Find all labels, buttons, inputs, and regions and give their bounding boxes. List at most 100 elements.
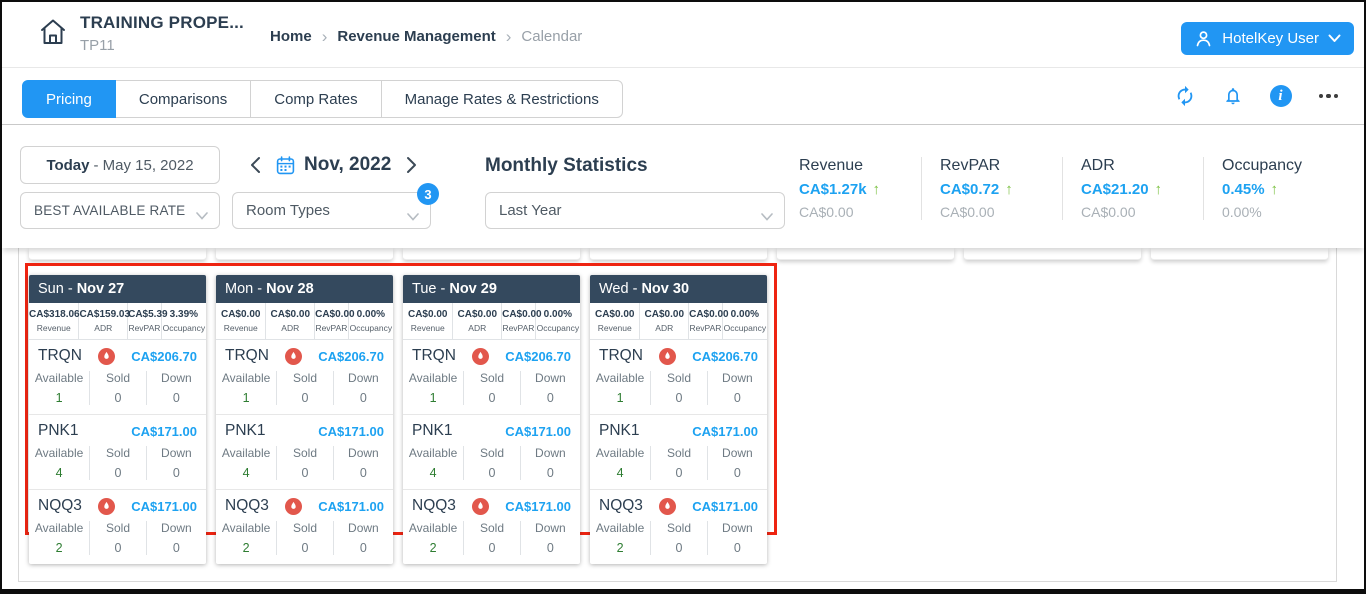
room-metric: Down 0 (519, 521, 580, 555)
room-row[interactable]: PNK1 CA$171.00 Available 4 Sold 0 Down 0 (590, 414, 767, 489)
info-icon[interactable]: i (1269, 85, 1292, 107)
room-rate[interactable]: CA$206.70 (131, 348, 197, 364)
more-options-icon[interactable] (1318, 93, 1338, 99)
room-metric-value: 2 (55, 541, 63, 555)
room-metric-label: Available (221, 371, 271, 385)
room-row[interactable]: PNK1 CA$171.00 Available 4 Sold 0 Down 0 (403, 414, 580, 489)
room-metric-value: 0 (546, 541, 554, 555)
room-code: PNK1 (225, 422, 266, 439)
home-icon[interactable] (38, 17, 68, 52)
room-metric: Sold 0 (276, 521, 333, 555)
room-code: PNK1 (38, 422, 79, 439)
room-metric: Sold 0 (276, 446, 333, 480)
room-rate[interactable]: CA$171.00 (318, 423, 384, 439)
room-rate[interactable]: CA$171.00 (505, 498, 571, 514)
rate-alert-icon (98, 347, 116, 365)
room-rate[interactable]: CA$171.00 (505, 423, 571, 439)
day-card-nov-30: Wed - Nov 30 CA$0.00 Revenue CA$0.00 ADR… (590, 275, 767, 564)
stat-compare: CA$0.00 (1081, 204, 1136, 220)
monthly-stat: Occupancy 0.45% ↑ 0.00% (1203, 157, 1344, 220)
day-stat-label: RevPAR (128, 323, 161, 333)
next-month-icon[interactable] (404, 154, 419, 176)
room-cols: Available 2 Sold 0 Down 0 (216, 521, 393, 555)
day-stat-label: ADR (94, 323, 113, 333)
room-types-select[interactable]: Room Types 3 (232, 183, 439, 229)
room-metric-value: 0 (114, 541, 122, 555)
room-cols: Available 1 Sold 0 Down 0 (29, 371, 206, 405)
month-picker-button[interactable]: Nov, 2022 (276, 154, 391, 176)
room-rate[interactable]: CA$206.70 (692, 348, 758, 364)
day-stat-value: CA$0.00 (315, 309, 355, 320)
breadcrumb-item[interactable]: Revenue Management (337, 28, 496, 45)
property-code: TP11 (80, 37, 115, 54)
day-stat-label: Occupancy (723, 323, 767, 333)
room-metric-label: Available (221, 521, 271, 535)
rate-plan-select[interactable]: BEST AVAILABLE RATE (20, 192, 220, 229)
room-metric: Available 4 (590, 446, 650, 480)
user-menu-button[interactable]: HotelKey User (1181, 22, 1354, 55)
room-metric: Down 0 (706, 371, 767, 405)
trend-up-icon: ↑ (1005, 181, 1013, 198)
room-rate[interactable]: CA$171.00 (318, 498, 384, 514)
refresh-icon[interactable] (1174, 85, 1196, 107)
room-row[interactable]: TRQN CA$206.70 Available 1 Sold 0 Down 0 (29, 340, 206, 414)
comparison-period-select[interactable]: Last Year (485, 192, 785, 229)
tab-comparisons[interactable]: Comparisons (114, 80, 252, 118)
room-rate[interactable]: CA$171.00 (692, 423, 758, 439)
room-metric-label: Down (348, 446, 379, 460)
stat-compare: 0.00% (1222, 204, 1262, 220)
breadcrumb-item[interactable]: Home (270, 28, 312, 45)
day-stat-cell: 0.00% Occupancy (349, 303, 393, 339)
prev-month-icon[interactable] (248, 154, 263, 176)
trend-up-icon: ↑ (1270, 181, 1279, 198)
room-rate[interactable]: CA$171.00 (131, 423, 197, 439)
room-metric: Sold 0 (89, 371, 146, 405)
notifications-bell-icon[interactable] (1223, 85, 1243, 107)
room-cols: Available 2 Sold 0 Down 0 (590, 521, 767, 555)
tab-manage-rates-restrictions[interactable]: Manage Rates & Restrictions (380, 80, 623, 118)
day-stat-value: CA$0.00 (689, 309, 729, 320)
room-rate[interactable]: CA$206.70 (318, 348, 384, 364)
stat-compare: CA$0.00 (799, 204, 854, 220)
room-metric-value: 0 (359, 466, 367, 480)
day-stat-value: 0.00% (543, 309, 573, 320)
room-row[interactable]: NQQ3 CA$171.00 Available 2 Sold 0 Down 0 (29, 489, 206, 564)
room-rate[interactable]: CA$171.00 (692, 498, 758, 514)
room-row[interactable]: NQQ3 CA$171.00 Available 2 Sold 0 Down 0 (216, 489, 393, 564)
room-rate[interactable]: CA$171.00 (131, 498, 197, 514)
day-stat-cell: CA$0.00 ADR (640, 303, 690, 339)
comparison-period-value: Last Year (499, 202, 562, 219)
room-metric-label: Sold (666, 371, 691, 385)
room-cols: Available 2 Sold 0 Down 0 (29, 521, 206, 555)
tab-comp-rates[interactable]: Comp Rates (250, 80, 382, 118)
tab-pricing[interactable]: Pricing (22, 80, 116, 118)
room-metric-value: 1 (616, 391, 624, 405)
day-stat-cell: 3.39% Occupancy (162, 303, 206, 339)
day-stats: CA$318.06 Revenue CA$159.03 ADR CA$5.39 … (29, 303, 206, 340)
room-row[interactable]: TRQN CA$206.70 Available 1 Sold 0 Down 0 (216, 340, 393, 414)
room-metric: Sold 0 (463, 521, 520, 555)
room-metric-label: Down (535, 446, 566, 460)
tab-bar-section: Pricing Comparisons Comp Rates Manage Rates… (2, 68, 1364, 125)
room-metric-label: Down (722, 521, 753, 535)
room-metric-label: Down (161, 521, 192, 535)
month-navigator: Nov, 2022 (248, 146, 419, 184)
day-stats: CA$0.00 Revenue CA$0.00 ADR CA$0.00 RevP… (590, 303, 767, 340)
room-row[interactable]: NQQ3 CA$171.00 Available 2 Sold 0 Down 0 (590, 489, 767, 564)
room-row[interactable]: NQQ3 CA$171.00 Available 2 Sold 0 Down 0 (403, 489, 580, 564)
stat-label: RevPAR (940, 157, 1001, 174)
rate-alert-icon (98, 497, 116, 515)
day-stat-label: ADR (655, 323, 674, 333)
room-row[interactable]: TRQN CA$206.70 Available 1 Sold 0 Down 0 (590, 340, 767, 414)
room-row[interactable]: PNK1 CA$171.00 Available 4 Sold 0 Down 0 (216, 414, 393, 489)
room-metric: Down 0 (332, 521, 393, 555)
room-metric-label: Sold (105, 446, 130, 460)
today-button[interactable]: Today - May 15, 2022 (20, 146, 220, 184)
stat-value: 0.45% (1222, 181, 1265, 198)
room-row[interactable]: TRQN CA$206.70 Available 1 Sold 0 Down 0 (403, 340, 580, 414)
day-stat-cell: CA$159.03 ADR (79, 303, 130, 339)
day-stat-value: CA$0.00 (594, 309, 635, 320)
room-rate[interactable]: CA$206.70 (505, 348, 571, 364)
room-metric-label: Sold (666, 521, 691, 535)
room-row[interactable]: PNK1 CA$171.00 Available 4 Sold 0 Down 0 (29, 414, 206, 489)
